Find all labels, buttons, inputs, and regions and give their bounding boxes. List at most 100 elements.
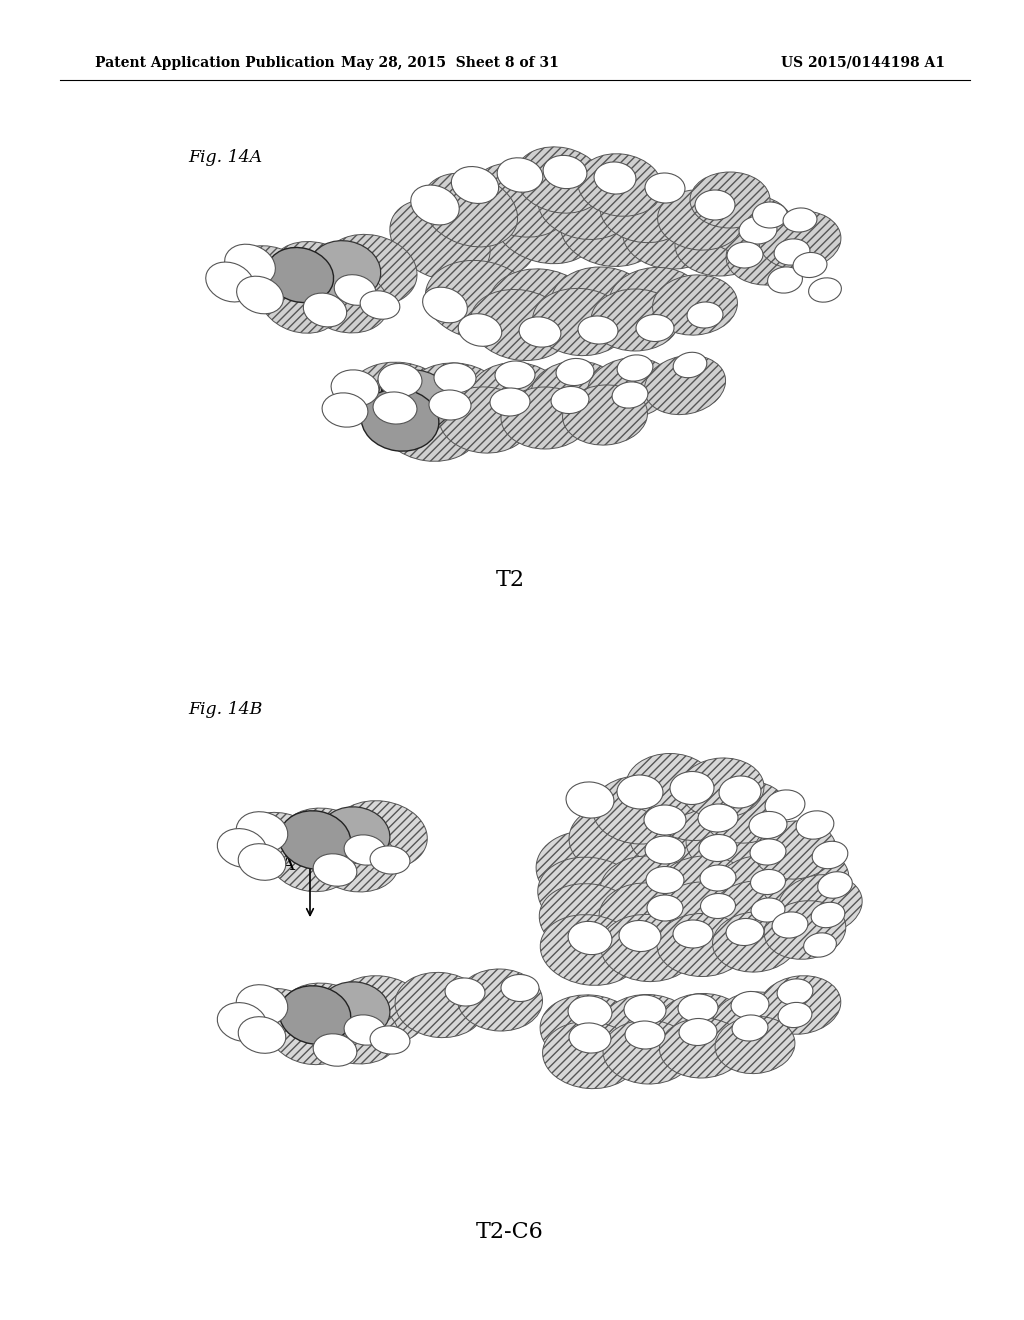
Ellipse shape [551, 387, 589, 413]
Ellipse shape [532, 288, 628, 355]
Ellipse shape [647, 895, 683, 921]
Ellipse shape [678, 994, 718, 1022]
Ellipse shape [311, 828, 398, 892]
Ellipse shape [309, 240, 381, 300]
Ellipse shape [713, 991, 798, 1052]
Ellipse shape [224, 244, 275, 286]
Ellipse shape [700, 894, 735, 919]
Ellipse shape [588, 358, 673, 418]
Ellipse shape [778, 1002, 812, 1027]
Ellipse shape [569, 804, 671, 876]
Ellipse shape [282, 808, 369, 873]
Ellipse shape [334, 275, 376, 305]
Ellipse shape [650, 775, 740, 841]
Ellipse shape [593, 776, 687, 843]
Ellipse shape [695, 190, 735, 220]
Ellipse shape [270, 242, 359, 309]
Ellipse shape [774, 239, 810, 265]
Ellipse shape [600, 994, 695, 1061]
Ellipse shape [715, 855, 805, 920]
Ellipse shape [772, 912, 808, 939]
Ellipse shape [600, 855, 700, 928]
Ellipse shape [423, 173, 517, 247]
Ellipse shape [686, 807, 778, 873]
Ellipse shape [759, 211, 841, 269]
Ellipse shape [761, 849, 849, 911]
Ellipse shape [809, 277, 842, 302]
Ellipse shape [713, 912, 798, 972]
Ellipse shape [750, 840, 786, 865]
Ellipse shape [620, 920, 660, 952]
Ellipse shape [239, 843, 286, 880]
Ellipse shape [370, 1026, 410, 1055]
Ellipse shape [501, 387, 589, 449]
Text: T2-C6: T2-C6 [476, 1221, 544, 1243]
Ellipse shape [217, 829, 266, 867]
Ellipse shape [469, 363, 561, 428]
Ellipse shape [687, 302, 723, 327]
Ellipse shape [269, 833, 350, 891]
Text: Patent Application Publication: Patent Application Publication [95, 55, 335, 70]
Ellipse shape [566, 781, 614, 818]
Ellipse shape [311, 1001, 398, 1064]
Ellipse shape [626, 754, 714, 817]
Text: US 2015/0144198 A1: US 2015/0144198 A1 [781, 55, 945, 70]
Ellipse shape [599, 883, 697, 953]
Ellipse shape [715, 1016, 795, 1073]
Ellipse shape [537, 830, 644, 909]
Ellipse shape [471, 162, 569, 238]
Ellipse shape [731, 991, 769, 1019]
Ellipse shape [754, 821, 836, 879]
Text: Fig. 14A: Fig. 14A [188, 149, 262, 166]
Ellipse shape [425, 260, 535, 339]
Ellipse shape [739, 216, 777, 244]
Ellipse shape [439, 387, 531, 453]
Ellipse shape [321, 807, 390, 863]
Ellipse shape [323, 235, 417, 306]
Ellipse shape [644, 355, 726, 414]
Ellipse shape [303, 293, 347, 327]
Text: 11 Å: 11 Å [250, 855, 295, 874]
Ellipse shape [657, 994, 746, 1056]
Ellipse shape [679, 1019, 717, 1045]
Ellipse shape [764, 900, 846, 960]
Ellipse shape [711, 880, 799, 942]
Ellipse shape [699, 834, 737, 862]
Ellipse shape [423, 288, 467, 323]
Ellipse shape [333, 975, 427, 1044]
Ellipse shape [768, 267, 803, 293]
Ellipse shape [237, 812, 288, 853]
Ellipse shape [765, 789, 805, 820]
Ellipse shape [331, 370, 379, 407]
Ellipse shape [732, 1015, 768, 1041]
Ellipse shape [540, 883, 641, 957]
Ellipse shape [489, 269, 591, 341]
Text: May 28, 2015  Sheet 8 of 31: May 28, 2015 Sheet 8 of 31 [341, 55, 559, 70]
Ellipse shape [361, 389, 439, 451]
Ellipse shape [652, 275, 737, 335]
Ellipse shape [495, 360, 535, 389]
Ellipse shape [598, 828, 702, 903]
Ellipse shape [541, 915, 640, 985]
Ellipse shape [568, 997, 612, 1028]
Ellipse shape [617, 355, 653, 381]
Text: T2: T2 [496, 569, 524, 591]
Ellipse shape [515, 147, 604, 213]
Ellipse shape [494, 186, 597, 264]
Ellipse shape [470, 289, 569, 360]
Ellipse shape [313, 854, 356, 886]
Ellipse shape [812, 841, 848, 869]
Ellipse shape [458, 314, 502, 346]
Ellipse shape [751, 898, 785, 923]
Ellipse shape [600, 915, 695, 982]
Ellipse shape [519, 317, 561, 347]
Ellipse shape [749, 812, 787, 838]
Ellipse shape [818, 871, 852, 899]
Ellipse shape [407, 363, 504, 433]
Ellipse shape [623, 201, 718, 269]
Ellipse shape [700, 865, 736, 891]
Ellipse shape [793, 252, 827, 277]
Ellipse shape [777, 979, 813, 1005]
Ellipse shape [237, 985, 288, 1026]
Ellipse shape [644, 805, 686, 836]
